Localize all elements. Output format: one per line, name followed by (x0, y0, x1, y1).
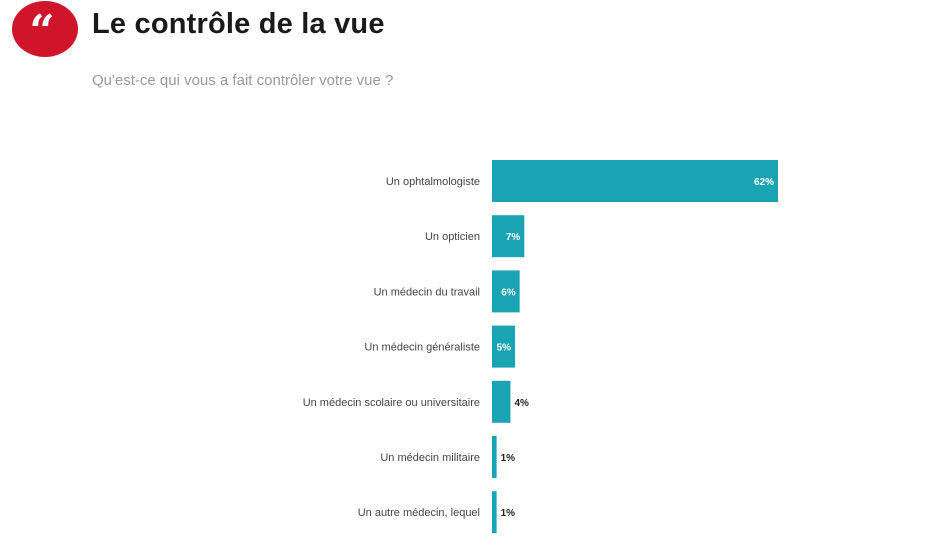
category-label: Un médecin généraliste (364, 342, 480, 354)
value-label: 5% (497, 343, 512, 354)
bar (492, 380, 511, 423)
bar (492, 436, 497, 478)
value-label: 62% (754, 177, 774, 188)
value-label: 4% (514, 398, 529, 409)
bar (492, 160, 778, 202)
bar (492, 491, 497, 534)
category-label: Un ophtalmologiste (386, 176, 480, 188)
value-label: 1% (501, 453, 516, 464)
svg-text:“: “ (29, 6, 54, 57)
value-label: 7% (506, 232, 521, 243)
category-label: Un autre médecin, lequel (358, 507, 480, 519)
category-label: Un médecin du travail (374, 286, 480, 298)
category-label: Un médecin militaire (380, 452, 480, 464)
value-label: 1% (501, 508, 516, 519)
bar (492, 215, 525, 258)
page-title: Le contrôle de la vue (92, 8, 385, 40)
bar (492, 270, 520, 313)
category-label: Un opticien (425, 231, 480, 243)
value-label: 6% (501, 287, 516, 298)
category-label: Un médecin scolaire ou universitaire (303, 397, 480, 409)
chart-question: Qu'est-ce qui vous a fait contrôler votr… (92, 72, 394, 89)
bar (492, 325, 516, 368)
quote-icon: “ (12, 1, 78, 57)
